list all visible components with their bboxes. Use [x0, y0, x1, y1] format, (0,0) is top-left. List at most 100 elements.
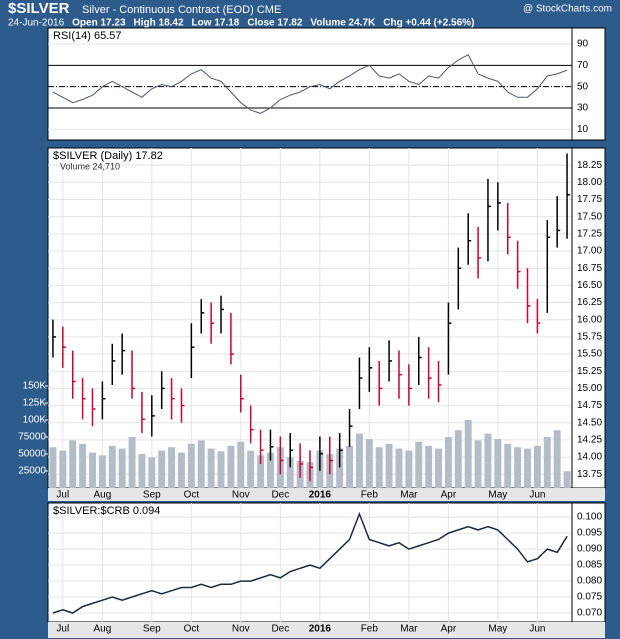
- volume-bar: [128, 437, 136, 488]
- volume-bar: [454, 430, 462, 488]
- x-tick-label: Apr: [441, 490, 457, 501]
- x-tick-label: Aug: [93, 624, 111, 635]
- x-tick-label: Jul: [56, 490, 69, 501]
- volume-bar: [375, 447, 383, 488]
- volume-bar: [118, 448, 126, 488]
- x-tick-label: Nov: [232, 490, 250, 501]
- panel: [47, 27, 606, 141]
- volume-bar: [365, 439, 373, 488]
- volume-bar: [207, 448, 215, 488]
- x-tick-label: Jul: [56, 624, 69, 635]
- line-series: [52, 511, 568, 614]
- volume-bar: [266, 452, 274, 488]
- y-tick-label: 15.50: [577, 349, 602, 360]
- x-tick-label: Mar: [400, 490, 418, 501]
- volume-bar: [89, 452, 96, 488]
- x-axis-strip: [48, 622, 605, 638]
- volume-tick-label: 25000: [18, 466, 46, 477]
- watermark: @ StockCharts.com: [523, 4, 612, 15]
- x-tick-label: Nov: [232, 624, 250, 635]
- x-tick-label: May: [488, 624, 507, 635]
- quote-item: 24-Jun-2016: [8, 18, 65, 29]
- y-tick-label: 14.25: [577, 435, 602, 446]
- volume-bar: [474, 440, 482, 488]
- volume-bar: [158, 450, 166, 488]
- x-tick-label: Oct: [184, 490, 200, 501]
- x-tick-label: Feb: [361, 490, 379, 501]
- x-tick-label: Sep: [143, 490, 161, 501]
- y-tick-label: 0.085: [577, 560, 602, 571]
- volume-bar: [563, 471, 571, 488]
- x-tick-label: Sep: [143, 624, 161, 635]
- quote-item: High 18.42: [134, 18, 184, 29]
- volume-tick-label: 150K: [23, 381, 47, 392]
- symbol: $SILVER: [8, 0, 70, 17]
- volume-tick-label: 50000: [18, 449, 46, 460]
- x-tick-label: Aug: [93, 490, 111, 501]
- y-tick-label: 0.090: [577, 544, 602, 555]
- x-tick-label: Oct: [184, 624, 200, 635]
- y-tick-label: 70: [577, 60, 589, 71]
- y-tick-label: 17.50: [577, 211, 602, 222]
- x-tick-label: Dec: [271, 490, 289, 501]
- x-tick-label: Feb: [361, 624, 379, 635]
- volume-bar: [108, 445, 116, 488]
- volume-bar: [197, 440, 205, 488]
- volume-bar: [138, 454, 146, 488]
- y-tick-label: 0.100: [577, 512, 602, 523]
- quote-item: Close 17.82: [247, 18, 302, 29]
- volume-bar: [217, 451, 225, 488]
- y-tick-label: 15.25: [577, 366, 602, 377]
- volume-bar: [425, 445, 433, 488]
- volume-bar: [346, 445, 354, 488]
- volume-bar: [187, 443, 195, 488]
- y-tick-label: 16.75: [577, 263, 602, 274]
- quote-item: Low 17.18: [192, 18, 240, 29]
- volume-bar: [69, 440, 77, 488]
- y-tick-label: 15.75: [577, 332, 602, 343]
- volume-bar: [148, 457, 156, 488]
- x-tick-label: May: [488, 490, 507, 501]
- x-axis-strip: [48, 488, 605, 501]
- y-tick-label: 15.00: [577, 383, 602, 394]
- volume-bar: [98, 455, 106, 488]
- volume-bar: [464, 420, 472, 488]
- volume-bar: [247, 450, 255, 488]
- y-tick-label: 17.75: [577, 194, 602, 205]
- volume-bar: [543, 437, 551, 488]
- volume-bar: [168, 447, 176, 488]
- y-tick-label: 10: [577, 124, 589, 135]
- volume-bar: [484, 433, 492, 488]
- volume-tick-label: 75000: [18, 432, 46, 443]
- volume-bar: [257, 455, 265, 488]
- quote-item: Chg +0.44 (+2.56%): [383, 18, 474, 29]
- volume-bar: [533, 445, 541, 488]
- panel-legend: RSI(14) 65.57: [53, 30, 121, 42]
- y-tick-label: 14.50: [577, 417, 602, 428]
- y-tick-label: 18.00: [577, 177, 602, 188]
- panel-legend: $SILVER (Daily) 17.82: [53, 150, 163, 162]
- volume-bar: [524, 448, 531, 488]
- y-tick-label: 90: [577, 39, 589, 50]
- y-tick-label: 0.080: [577, 576, 602, 587]
- y-tick-label: 13.75: [577, 469, 602, 480]
- y-tick-label: 17.00: [577, 246, 602, 257]
- volume-bar: [336, 448, 344, 488]
- volume-bar: [514, 447, 522, 488]
- volume-bar: [444, 437, 452, 488]
- volume-legend: Volume 24,710: [60, 161, 120, 171]
- y-tick-label: 0.070: [577, 608, 602, 619]
- volume-tick-label: 100K: [23, 415, 47, 426]
- x-tick-label: Jun: [529, 624, 545, 635]
- y-tick-label: 50: [577, 81, 589, 92]
- instrument-name: Silver - Continuous Contract (EOD) CME: [82, 4, 281, 16]
- y-tick-label: 16.50: [577, 280, 602, 291]
- volume-bar: [355, 433, 363, 488]
- volume-bar: [405, 450, 413, 488]
- line-series: [52, 54, 568, 114]
- y-tick-label: 16.25: [577, 297, 602, 308]
- volume-bar: [79, 443, 87, 488]
- x-tick-label: 2016: [309, 624, 332, 635]
- panel-legend: $SILVER:$CRB 0.094: [53, 505, 160, 517]
- volume-bar: [553, 430, 561, 488]
